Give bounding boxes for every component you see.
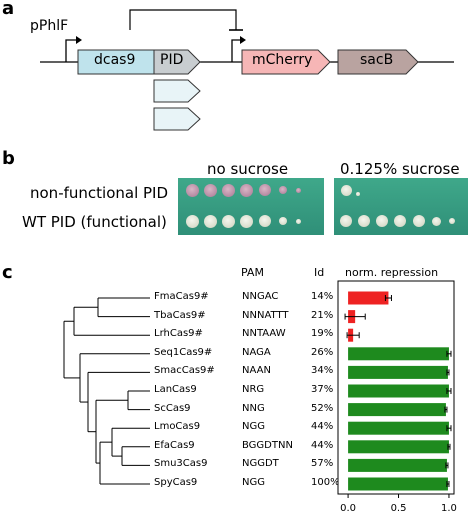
colony-spot bbox=[259, 215, 271, 227]
colony-spot bbox=[413, 215, 425, 227]
mcherry-gene-arrow bbox=[241, 49, 331, 75]
colony-spot bbox=[221, 183, 235, 197]
pam-header: PAM bbox=[241, 266, 264, 279]
pam-value: NAAN bbox=[242, 365, 271, 377]
bar bbox=[348, 347, 449, 361]
pam-value: NNTAAW bbox=[242, 328, 286, 340]
pam-value: NNGAC bbox=[242, 291, 279, 302]
promoter-arrow-1 bbox=[65, 39, 78, 62]
dcas9-label: dcas9 bbox=[94, 52, 136, 68]
species-label: EfaCas9 bbox=[154, 439, 195, 451]
species-label: Smu3Cas9 bbox=[154, 458, 208, 470]
colony-spot bbox=[279, 186, 287, 194]
pid-variant-arrow-1 bbox=[153, 79, 201, 103]
bar bbox=[348, 421, 449, 435]
identity-value: 34% bbox=[311, 365, 334, 377]
colony-spot bbox=[295, 187, 301, 193]
pam-value: NAGA bbox=[242, 346, 271, 358]
promoter-label-pphlf: pPhlF bbox=[30, 18, 69, 34]
pam-value: NNNATTT bbox=[242, 309, 289, 321]
pam-value: BGGDTNN bbox=[242, 439, 293, 451]
repression-line bbox=[129, 9, 237, 30]
colony-spot bbox=[221, 214, 235, 228]
phylogenetic-tree bbox=[63, 297, 150, 485]
chart-xlabel: norm. repression bbox=[345, 266, 439, 279]
colony-spot bbox=[185, 183, 199, 197]
identity-value: 44% bbox=[311, 439, 334, 451]
bar bbox=[348, 403, 446, 417]
colony-spot bbox=[203, 214, 217, 228]
colony-spot bbox=[356, 192, 360, 196]
colony-spot bbox=[358, 215, 370, 227]
colony-spot bbox=[279, 217, 287, 225]
pam-value: NRG bbox=[242, 384, 265, 395]
colony-spot bbox=[340, 184, 352, 196]
colony-spot bbox=[239, 214, 253, 228]
column-label-sucrose: 0.125% sucrose bbox=[340, 160, 460, 178]
identity-value: 26% bbox=[311, 346, 334, 358]
bar bbox=[348, 291, 389, 305]
colony-spot bbox=[340, 215, 352, 227]
identity-value: 37% bbox=[311, 384, 334, 395]
pid-variant-arrow-2 bbox=[153, 107, 201, 131]
panel-label-a: a bbox=[2, 0, 15, 19]
species-label: LrhCas9# bbox=[154, 328, 203, 340]
identity-header: Id bbox=[314, 266, 325, 279]
x-tick-label: 0.5 bbox=[391, 503, 407, 514]
colony-spot bbox=[185, 214, 199, 228]
pid-label: PID bbox=[160, 52, 184, 68]
pam-value: NNG bbox=[242, 402, 265, 414]
promoter-arrow-2 bbox=[231, 39, 242, 62]
colony-spot bbox=[259, 184, 271, 196]
sacb-label: sacB bbox=[360, 52, 394, 68]
bar bbox=[348, 384, 449, 398]
identity-value: 52% bbox=[311, 402, 334, 414]
colony-spot bbox=[203, 183, 217, 197]
column-label-no-sucrose: no sucrose bbox=[207, 160, 289, 178]
panel-label-b: b bbox=[2, 148, 15, 169]
bar bbox=[348, 440, 449, 454]
colony-spot bbox=[394, 215, 406, 227]
x-tick-label: 0.0 bbox=[340, 503, 356, 514]
colony-spot bbox=[376, 215, 388, 227]
bar bbox=[348, 477, 448, 491]
species-label: LmoCas9 bbox=[154, 421, 201, 433]
species-label: TbaCas9# bbox=[154, 309, 206, 321]
identity-value: 14% bbox=[311, 291, 334, 302]
species-label: SmacCas9# bbox=[154, 365, 215, 377]
bar bbox=[348, 458, 447, 472]
sacb-gene-arrow bbox=[337, 49, 419, 75]
row-label-wt-pid: WT PID (functional) bbox=[22, 213, 167, 231]
row-label-nonfunctional-pid: non-functional PID bbox=[30, 184, 169, 202]
x-tick-label: 1.0 bbox=[441, 503, 457, 514]
species-label: ScCas9 bbox=[154, 402, 191, 414]
identity-value: 21% bbox=[311, 309, 334, 321]
species-label: FmaCas9# bbox=[154, 291, 209, 302]
bar bbox=[348, 365, 448, 379]
colony-spot bbox=[449, 218, 455, 224]
identity-value: 19% bbox=[311, 328, 334, 340]
promoter-arrowhead-2 bbox=[240, 36, 246, 44]
pid-gene-arrow bbox=[153, 49, 201, 75]
pam-value: NGGDT bbox=[242, 458, 279, 470]
panel-label-c: c bbox=[2, 262, 13, 283]
identity-value: 100% bbox=[311, 477, 340, 488]
identity-value: 44% bbox=[311, 421, 334, 433]
colony-spot bbox=[295, 218, 301, 224]
species-label: Seq1Cas9# bbox=[154, 346, 213, 358]
species-label: SpyCas9 bbox=[154, 477, 198, 488]
dcas9-gene-box bbox=[77, 49, 155, 75]
pam-value: NGG bbox=[242, 477, 265, 488]
mcherry-label: mCherry bbox=[252, 52, 313, 68]
pam-value: NGG bbox=[242, 421, 265, 433]
construct-diagram bbox=[40, 9, 454, 131]
species-label: LanCas9 bbox=[154, 384, 197, 395]
promoter-arrowhead-1 bbox=[76, 36, 82, 44]
colony-spot bbox=[239, 183, 253, 197]
identity-value: 57% bbox=[311, 458, 334, 470]
colony-spot bbox=[431, 216, 441, 226]
